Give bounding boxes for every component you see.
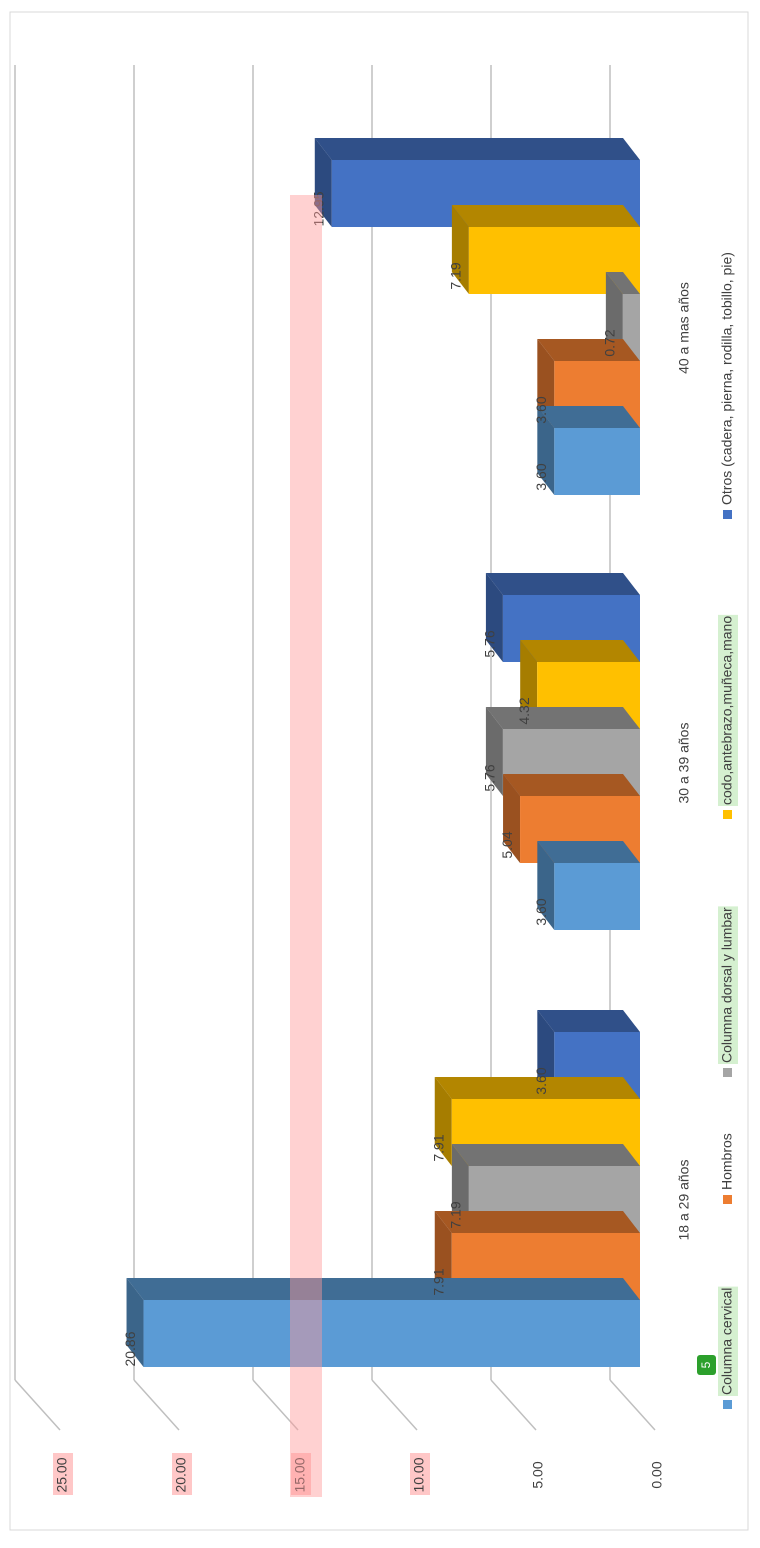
grid-line-floor	[252, 1379, 299, 1431]
bar-top	[314, 138, 332, 227]
plot: 0.00 5.00 10.00 15.00 20.00 25.00 18 a 29 años…	[14, 65, 738, 1497]
bar-top	[434, 1077, 452, 1166]
data-label: 7.19	[448, 262, 464, 289]
bar	[468, 227, 640, 294]
x-tick-label: 40 a mas años	[676, 282, 692, 374]
bar-side	[434, 1077, 640, 1099]
highlight	[718, 1286, 738, 1396]
highlight-band	[290, 195, 322, 1497]
data-label: 7.19	[448, 1201, 464, 1228]
legend-swatch	[723, 1068, 732, 1077]
bar-top	[537, 339, 555, 428]
data-label: 3.60	[533, 396, 549, 423]
bar	[622, 294, 641, 361]
data-label: 3.60	[533, 898, 549, 925]
bar-top	[537, 1010, 555, 1099]
data-label: 7.91	[430, 1268, 446, 1295]
highlight	[172, 1453, 192, 1495]
bar	[554, 863, 641, 930]
bar-top	[520, 640, 538, 729]
legend-label: Columna dorsal y lumbar	[719, 907, 735, 1063]
data-label: 12.95	[310, 191, 326, 226]
x-tick-label: 18 a 29 años	[676, 1160, 692, 1241]
bar-side	[485, 707, 640, 729]
bar-side	[314, 138, 640, 160]
bar-side	[537, 339, 640, 361]
y-tick-label: 10.00	[411, 1457, 427, 1492]
data-label: 5.76	[482, 630, 498, 657]
y-tick-label: 5.00	[530, 1461, 546, 1488]
data-label: 20.86	[122, 1331, 138, 1366]
data-label: 3.60	[533, 463, 549, 490]
highlight	[718, 906, 738, 1064]
legend-label: codo,antebrazo,muñeca,mano	[719, 616, 735, 805]
legend-swatch	[723, 1195, 732, 1204]
grid-line-floor	[133, 1379, 180, 1431]
y-tick-label: 20.00	[173, 1457, 189, 1492]
bar	[554, 428, 641, 495]
y-tick-label: 0.00	[649, 1461, 665, 1488]
bar-side	[605, 272, 640, 294]
bar-side	[485, 573, 640, 595]
bar-top	[537, 841, 555, 930]
x-tick-label: 30 a 39 años	[676, 723, 692, 804]
bar-top	[537, 406, 555, 495]
highlight	[718, 614, 738, 806]
legend-label: Columna cervical	[719, 1288, 735, 1395]
bar-top	[503, 774, 521, 863]
bar-side	[434, 1211, 640, 1233]
bar-side	[537, 841, 640, 863]
legend-label: Hombros	[719, 1133, 735, 1190]
highlight	[53, 1453, 73, 1495]
highlight	[291, 1453, 311, 1495]
bar-top	[126, 1278, 144, 1367]
legend-swatch	[723, 1400, 732, 1409]
y-tick-label: 15.00	[292, 1457, 308, 1492]
data-label: 5.04	[499, 831, 515, 858]
highlight	[410, 1453, 430, 1495]
legend-swatch	[723, 810, 732, 819]
data-label: 7.91	[430, 1134, 446, 1161]
bar-side	[126, 1278, 640, 1300]
bar	[143, 1300, 640, 1367]
grid-line-floor	[371, 1379, 418, 1431]
badge	[697, 1355, 716, 1375]
grid-line-floor	[490, 1379, 537, 1431]
legend-label: Otros (cadera, pierna, rodilla, tobillo,…	[719, 252, 735, 505]
bar-side	[537, 1010, 640, 1032]
bar-side	[451, 1144, 640, 1166]
bar-side	[503, 774, 640, 796]
bar-top	[605, 272, 623, 361]
bar-side	[537, 406, 640, 428]
badge-label: 5	[699, 1361, 713, 1368]
bar-top	[485, 707, 503, 796]
data-label: 4.32	[516, 697, 532, 724]
data-label: 5.76	[482, 764, 498, 791]
grid-line-floor	[609, 1379, 656, 1431]
bar-top	[451, 205, 469, 294]
bar-side	[520, 640, 640, 662]
bar-top	[485, 573, 503, 662]
data-label: 0.72	[602, 329, 618, 356]
grid-line-floor	[14, 1379, 61, 1431]
bar-top	[434, 1211, 452, 1300]
y-tick-label: 25.00	[54, 1457, 70, 1492]
bar-side	[451, 205, 640, 227]
legend-swatch	[723, 510, 732, 519]
data-label: 3.60	[533, 1067, 549, 1094]
bar-top	[451, 1144, 469, 1233]
